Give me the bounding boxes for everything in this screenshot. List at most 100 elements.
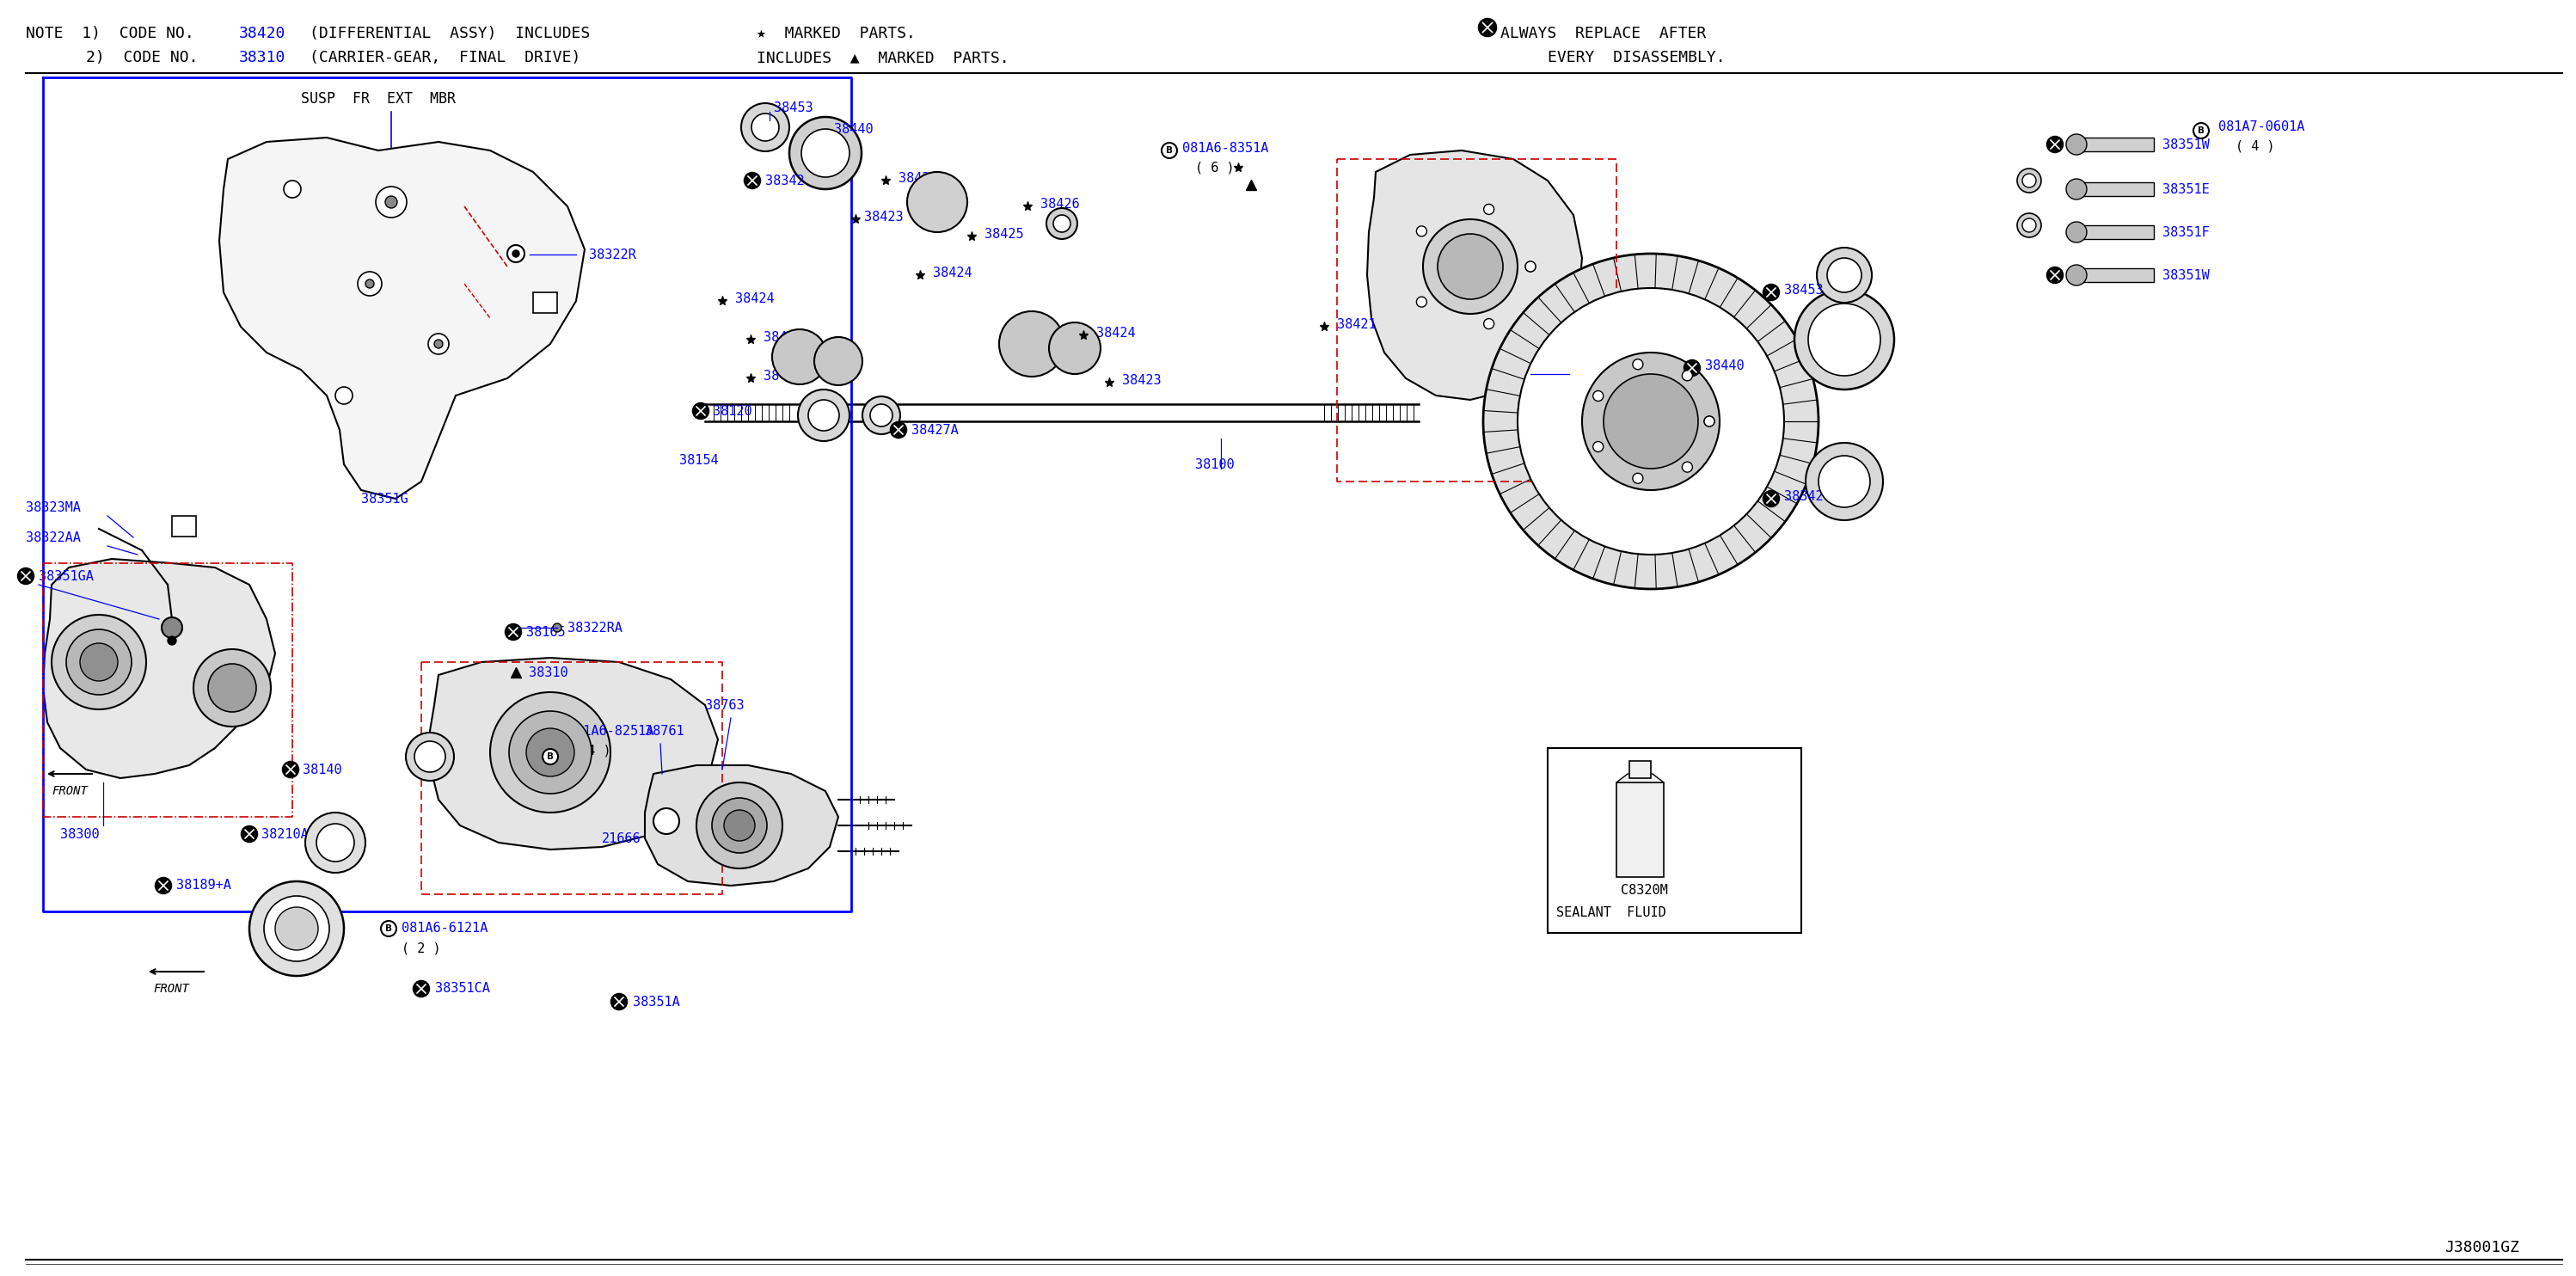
- Text: 38423: 38423: [863, 211, 904, 223]
- Circle shape: [376, 186, 407, 217]
- Text: 38322AA: 38322AA: [26, 531, 80, 544]
- Circle shape: [381, 921, 397, 937]
- Text: 38300: 38300: [59, 828, 100, 841]
- Circle shape: [1525, 262, 1535, 272]
- Circle shape: [1479, 19, 1497, 36]
- Text: INCLUDES  ▲  MARKED  PARTS.: INCLUDES ▲ MARKED PARTS.: [757, 50, 1010, 65]
- Text: 081A7-0601A: 081A7-0601A: [2218, 120, 2306, 133]
- Circle shape: [2192, 122, 2208, 138]
- Text: 38342: 38342: [765, 174, 804, 188]
- Text: ( 4 ): ( 4 ): [572, 744, 611, 757]
- Text: 38140: 38140: [301, 763, 343, 776]
- Circle shape: [744, 172, 760, 189]
- Circle shape: [242, 827, 258, 842]
- Text: B: B: [2197, 126, 2205, 135]
- Text: 21666: 21666: [603, 832, 641, 845]
- Circle shape: [1484, 204, 1494, 214]
- Text: 38165: 38165: [526, 625, 567, 638]
- Bar: [2076, 138, 2154, 152]
- Text: 38342: 38342: [1785, 490, 1824, 503]
- Circle shape: [693, 403, 708, 419]
- Text: 38421: 38421: [1337, 318, 1376, 330]
- Circle shape: [167, 637, 175, 644]
- Circle shape: [18, 568, 33, 584]
- Circle shape: [2066, 265, 2087, 286]
- Circle shape: [283, 181, 301, 198]
- Circle shape: [276, 907, 317, 951]
- Circle shape: [742, 103, 788, 152]
- Circle shape: [1806, 443, 1883, 521]
- Bar: [2076, 268, 2154, 282]
- Text: 38323MA: 38323MA: [26, 501, 80, 514]
- Circle shape: [489, 692, 611, 813]
- Circle shape: [407, 732, 453, 781]
- Circle shape: [505, 624, 520, 639]
- Circle shape: [335, 387, 353, 404]
- Text: 38351W: 38351W: [2161, 138, 2210, 151]
- Bar: [1548, 748, 1801, 933]
- Circle shape: [1048, 323, 1100, 374]
- Circle shape: [1682, 462, 1692, 472]
- Circle shape: [1046, 208, 1077, 239]
- Circle shape: [507, 245, 526, 263]
- Circle shape: [2066, 134, 2087, 154]
- Text: 38425: 38425: [762, 330, 804, 343]
- Text: FRONT: FRONT: [52, 785, 88, 798]
- Circle shape: [1826, 258, 1862, 292]
- Text: 38420: 38420: [240, 26, 286, 41]
- Polygon shape: [644, 766, 837, 886]
- Text: 38453: 38453: [1785, 283, 1824, 296]
- Text: (DIFFERENTIAL  ASSY)  INCLUDES: (DIFFERENTIAL ASSY) INCLUDES: [309, 26, 590, 41]
- Text: 38423: 38423: [1123, 374, 1162, 387]
- Circle shape: [863, 397, 899, 434]
- Circle shape: [814, 337, 863, 385]
- Circle shape: [1633, 473, 1643, 484]
- Circle shape: [513, 250, 520, 256]
- Circle shape: [773, 329, 827, 384]
- Circle shape: [1484, 319, 1494, 329]
- Circle shape: [283, 762, 299, 777]
- Circle shape: [544, 749, 559, 764]
- Text: 38100: 38100: [1195, 458, 1234, 471]
- Text: 38351F: 38351F: [2161, 226, 2210, 239]
- Text: B: B: [546, 753, 554, 760]
- Text: 38310: 38310: [240, 50, 286, 65]
- Circle shape: [752, 114, 778, 142]
- Circle shape: [611, 994, 626, 1009]
- Circle shape: [724, 810, 755, 841]
- Circle shape: [155, 878, 170, 893]
- Circle shape: [2017, 213, 2040, 237]
- Circle shape: [263, 896, 330, 961]
- Circle shape: [1602, 374, 1698, 468]
- Text: 38351GA: 38351GA: [39, 569, 93, 583]
- Text: 081A6-6121A: 081A6-6121A: [402, 923, 487, 935]
- Text: 38120: 38120: [714, 404, 752, 417]
- Circle shape: [2066, 179, 2087, 199]
- Circle shape: [304, 813, 366, 873]
- Circle shape: [799, 389, 850, 441]
- Circle shape: [1592, 441, 1602, 452]
- Circle shape: [358, 272, 381, 296]
- Circle shape: [1705, 416, 1716, 426]
- Circle shape: [80, 643, 118, 681]
- Text: 38154: 38154: [680, 453, 719, 467]
- Text: 38424: 38424: [933, 267, 971, 279]
- Circle shape: [510, 711, 592, 794]
- Bar: [1618, 782, 1664, 877]
- Text: ★  MARKED  PARTS.: ★ MARKED PARTS.: [757, 26, 914, 41]
- Circle shape: [435, 339, 443, 348]
- Circle shape: [1582, 352, 1721, 490]
- Circle shape: [809, 399, 840, 431]
- Bar: [173, 516, 196, 536]
- Circle shape: [386, 197, 397, 208]
- Circle shape: [1705, 416, 1716, 426]
- Text: 38351C: 38351C: [1574, 380, 1620, 393]
- Text: B: B: [386, 924, 392, 933]
- Circle shape: [1417, 226, 1427, 236]
- Circle shape: [711, 798, 768, 852]
- Text: 38763: 38763: [706, 699, 744, 712]
- Text: 38761: 38761: [644, 725, 685, 738]
- Text: NOTE  1)  CODE NO.: NOTE 1) CODE NO.: [26, 26, 193, 41]
- Text: FRONT: FRONT: [152, 983, 188, 995]
- Bar: [533, 292, 556, 313]
